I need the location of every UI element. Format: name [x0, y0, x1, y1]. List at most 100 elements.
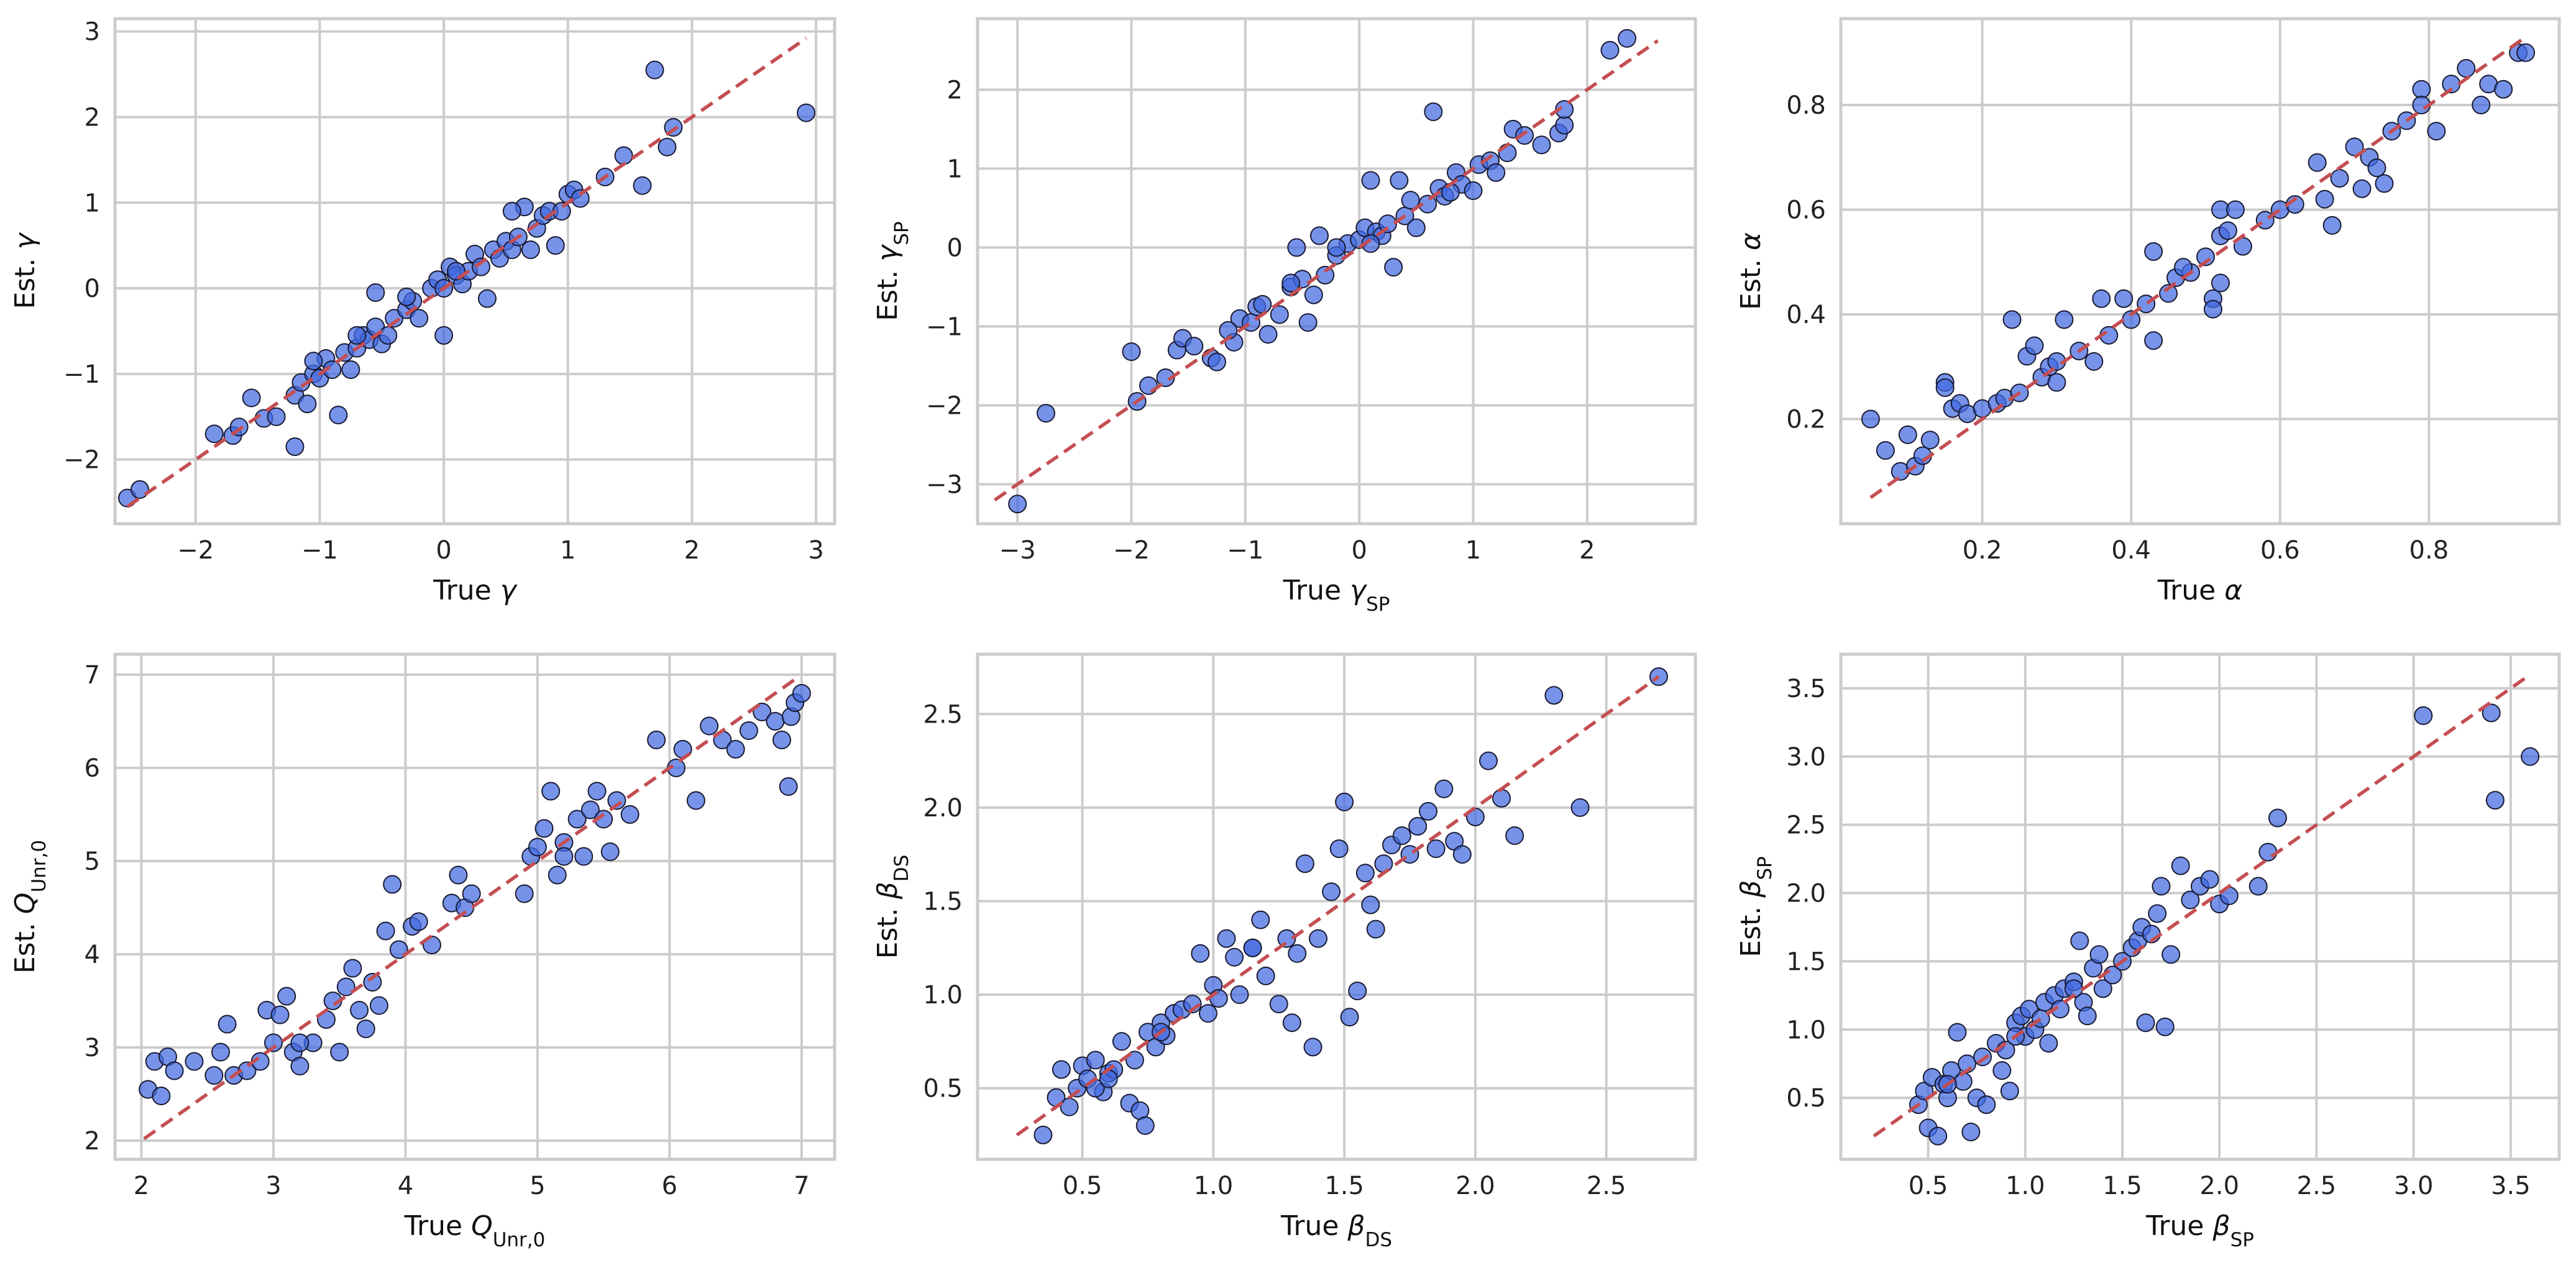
- scatter-point: [2485, 791, 2505, 810]
- y-tick-label: 2.0: [1786, 880, 1826, 908]
- scatter-point: [2155, 1017, 2175, 1036]
- scatter-point: [1977, 1095, 1996, 1115]
- scatter-point: [2472, 96, 2491, 115]
- y-tick-label: 6: [85, 754, 100, 783]
- y-tick-label: 7: [85, 661, 100, 690]
- scatter-point: [2352, 179, 2372, 198]
- scatter-point: [2330, 168, 2349, 188]
- scatter-point: [1487, 163, 1506, 182]
- x-tick-label: 3.0: [2394, 1172, 2434, 1200]
- x-tick-label: 2: [684, 536, 700, 565]
- scatter-point: [2161, 945, 2181, 964]
- scatter-point: [2025, 336, 2044, 355]
- scatter-point: [1935, 378, 1955, 397]
- x-tick-label: 0.4: [2111, 536, 2151, 565]
- scatter-point: [1282, 1013, 1301, 1033]
- scatter-point: [1390, 171, 1409, 190]
- scatter-point: [1426, 839, 1446, 859]
- x-tick-label: 0.2: [1963, 536, 2002, 565]
- y-tick-label: 1: [947, 155, 963, 183]
- scatter-point: [2457, 59, 2476, 78]
- y-tick-label: 2: [947, 76, 963, 104]
- scatter-point: [449, 865, 468, 885]
- identity-line: [993, 39, 1659, 502]
- scatter-point: [2494, 80, 2513, 99]
- scatter-point: [1419, 801, 1438, 821]
- scatter-point: [341, 360, 360, 379]
- scatter-point: [1532, 135, 1551, 155]
- chart-panel-alpha: 0.2 0.4 0.6 0.8 0.2 0.4 0.6 0.8 True α Est. α: [1735, 17, 2561, 606]
- scatter-point: [409, 912, 428, 931]
- scatter-point: [1361, 895, 1380, 915]
- scatter-point: [797, 103, 816, 122]
- scatter-point: [397, 287, 416, 306]
- plot-frame: [113, 17, 837, 526]
- scatter-point: [204, 424, 224, 444]
- scatter-point: [1308, 929, 1327, 948]
- scatter-point: [633, 176, 652, 195]
- scatter-point: [645, 60, 664, 80]
- scatter-point: [2308, 153, 2327, 172]
- scatter-point: [1478, 751, 1498, 770]
- scatter-point: [2047, 373, 2066, 392]
- y-axis-label: Est. βSP: [1735, 856, 1776, 957]
- scatter-point: [1277, 929, 1296, 948]
- y-tick-label: −1: [926, 312, 963, 341]
- scatter-point: [1037, 404, 1055, 423]
- scatter-point: [383, 875, 402, 894]
- x-tick-label: −1: [301, 536, 338, 565]
- scatter-point: [546, 236, 565, 255]
- x-tick-label: −1: [1227, 536, 1263, 565]
- scatter-point: [2315, 189, 2334, 209]
- scatter-point: [1570, 798, 1590, 817]
- y-tick-label: 1.5: [923, 887, 963, 916]
- identity-line: [126, 37, 807, 508]
- scatter-point: [1361, 171, 1380, 190]
- scatter-point: [1185, 337, 1204, 356]
- scatter-point: [363, 973, 382, 992]
- plot-frame: [976, 17, 1697, 526]
- scatter-point: [1555, 100, 1574, 119]
- scatter-point: [607, 791, 626, 810]
- scatter-point: [165, 1061, 184, 1080]
- scatter-point: [574, 847, 594, 866]
- scatter-point: [1555, 116, 1574, 135]
- identity-line: [143, 675, 800, 1141]
- y-tick-label: 3.5: [1786, 675, 1826, 703]
- x-tick-label: 2: [134, 1172, 149, 1200]
- scatter-point: [2159, 284, 2178, 303]
- chart-panel-beta-ds: 0.5 1.0 1.5 2.0 2.5 0.5 1.0 1.5 2.0 2.5 True βDS Es…: [872, 652, 1697, 1251]
- scatter-point: [686, 791, 705, 810]
- x-tick-label: 1.5: [1324, 1172, 1364, 1200]
- scatter-point: [1355, 864, 1375, 883]
- scatter-point: [1384, 258, 1403, 277]
- scatter-point: [1086, 1051, 1105, 1070]
- y-tick-label: 2.0: [923, 794, 963, 823]
- scatter-point: [2136, 1013, 2155, 1033]
- x-tick-label: 0.8: [2409, 536, 2449, 565]
- scatter-point: [211, 1042, 230, 1062]
- scatter-point: [2114, 289, 2134, 308]
- scatter-point: [242, 388, 261, 408]
- y-tick-label: 2: [85, 103, 100, 132]
- x-tick-label: 1.0: [1194, 1172, 1234, 1200]
- scatter-point: [2203, 299, 2222, 319]
- scatter-point: [290, 1033, 309, 1052]
- scatter-point: [580, 800, 600, 819]
- identity-line: [1869, 35, 2527, 499]
- x-tick-label: 0: [1351, 536, 1367, 565]
- scatter-point: [1316, 265, 1335, 285]
- scatter-point: [620, 805, 639, 824]
- scatter-point: [1464, 181, 1483, 200]
- scatter-point: [2211, 273, 2230, 293]
- scatter-point: [2039, 1034, 2058, 1053]
- scatter-point: [1920, 431, 1940, 450]
- scatter-point: [378, 326, 398, 345]
- y-axis-label: Est. γSP: [872, 221, 913, 321]
- scatter-point: [1928, 1126, 1948, 1146]
- scatter-point: [658, 137, 677, 157]
- x-tick-label: 3: [808, 536, 823, 565]
- scatter-point: [502, 202, 521, 221]
- y-tick-label: 3.0: [1786, 743, 1826, 772]
